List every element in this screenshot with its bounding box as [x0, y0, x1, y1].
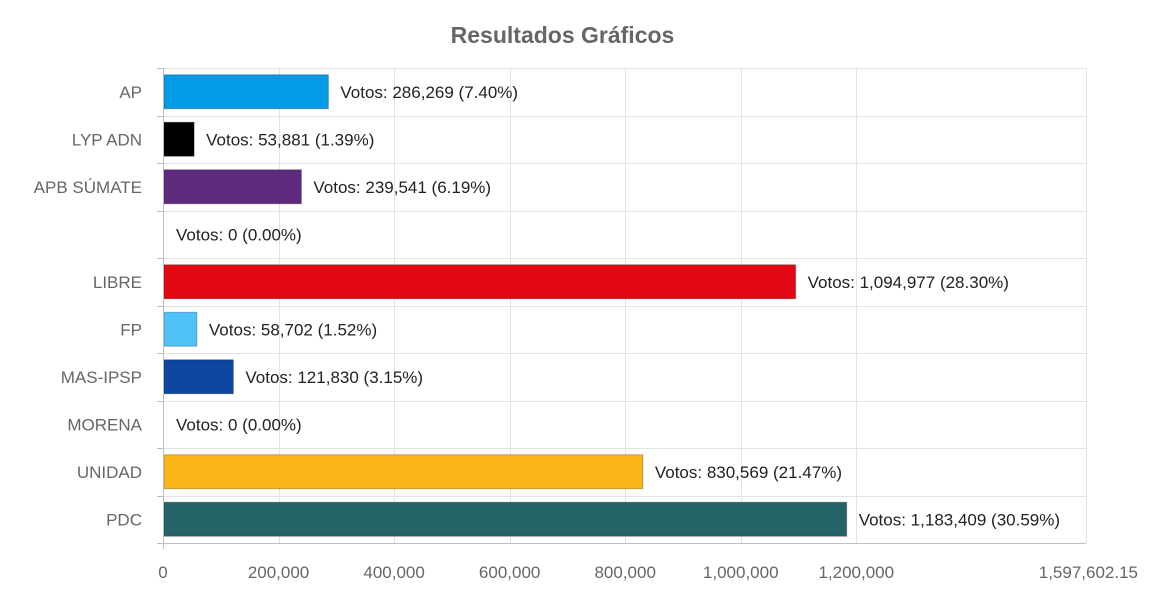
category-label: LIBRE [93, 273, 142, 292]
category-label: FP [120, 320, 142, 339]
bar[interactable] [163, 359, 234, 395]
category-label: PDC [106, 510, 142, 529]
bar[interactable] [163, 501, 848, 537]
label-layer: 0 200,000 400,000 600,000 800,000 1,000,000 1,… [34, 83, 1138, 582]
x-tick-label: 0 [158, 563, 167, 582]
bar-value-label: Votos: 0 (0.00%) [176, 415, 302, 434]
bar[interactable] [163, 169, 302, 205]
category-label: AP [119, 83, 142, 102]
bar-value-label: Votos: 0 (0.00%) [176, 225, 302, 244]
category-label: APB SÚMATE [34, 178, 142, 197]
bar[interactable] [163, 121, 195, 157]
category-label: MAS-IPSP [61, 368, 142, 387]
x-tick-label: 600,000 [479, 563, 540, 582]
category-label: MORENA [67, 415, 142, 434]
axis-layer [157, 68, 1086, 549]
bar-value-label: Votos: 1,094,977 (28.30%) [808, 273, 1009, 292]
bar-value-label: Votos: 58,702 (1.52%) [209, 320, 377, 339]
bar-value-label: Votos: 1,183,409 (30.59%) [859, 510, 1060, 529]
bar[interactable] [163, 311, 198, 347]
bar-value-label: Votos: 121,830 (3.15%) [245, 368, 423, 387]
x-tick-label: 1,000,000 [703, 563, 779, 582]
bar-value-label: Votos: 239,541 (6.19%) [313, 178, 491, 197]
category-label: UNIDAD [77, 463, 142, 482]
bar[interactable] [163, 454, 644, 490]
chart-title: Resultados Gráficos [450, 22, 675, 48]
bar[interactable] [163, 264, 797, 300]
x-tick-label: 800,000 [594, 563, 655, 582]
bar-layer [163, 74, 848, 537]
x-tick-label: 200,000 [248, 563, 309, 582]
x-tick-label: 400,000 [363, 563, 424, 582]
bar[interactable] [163, 74, 329, 110]
category-label: LYP ADN [72, 130, 142, 149]
x-tick-label: 1,597,602.15 [1039, 563, 1138, 582]
bar-value-label: Votos: 286,269 (7.40%) [340, 83, 518, 102]
bar-value-label: Votos: 53,881 (1.39%) [206, 130, 374, 149]
x-tick-label: 1,200,000 [818, 563, 894, 582]
bar-value-label: Votos: 830,569 (21.47%) [655, 463, 842, 482]
